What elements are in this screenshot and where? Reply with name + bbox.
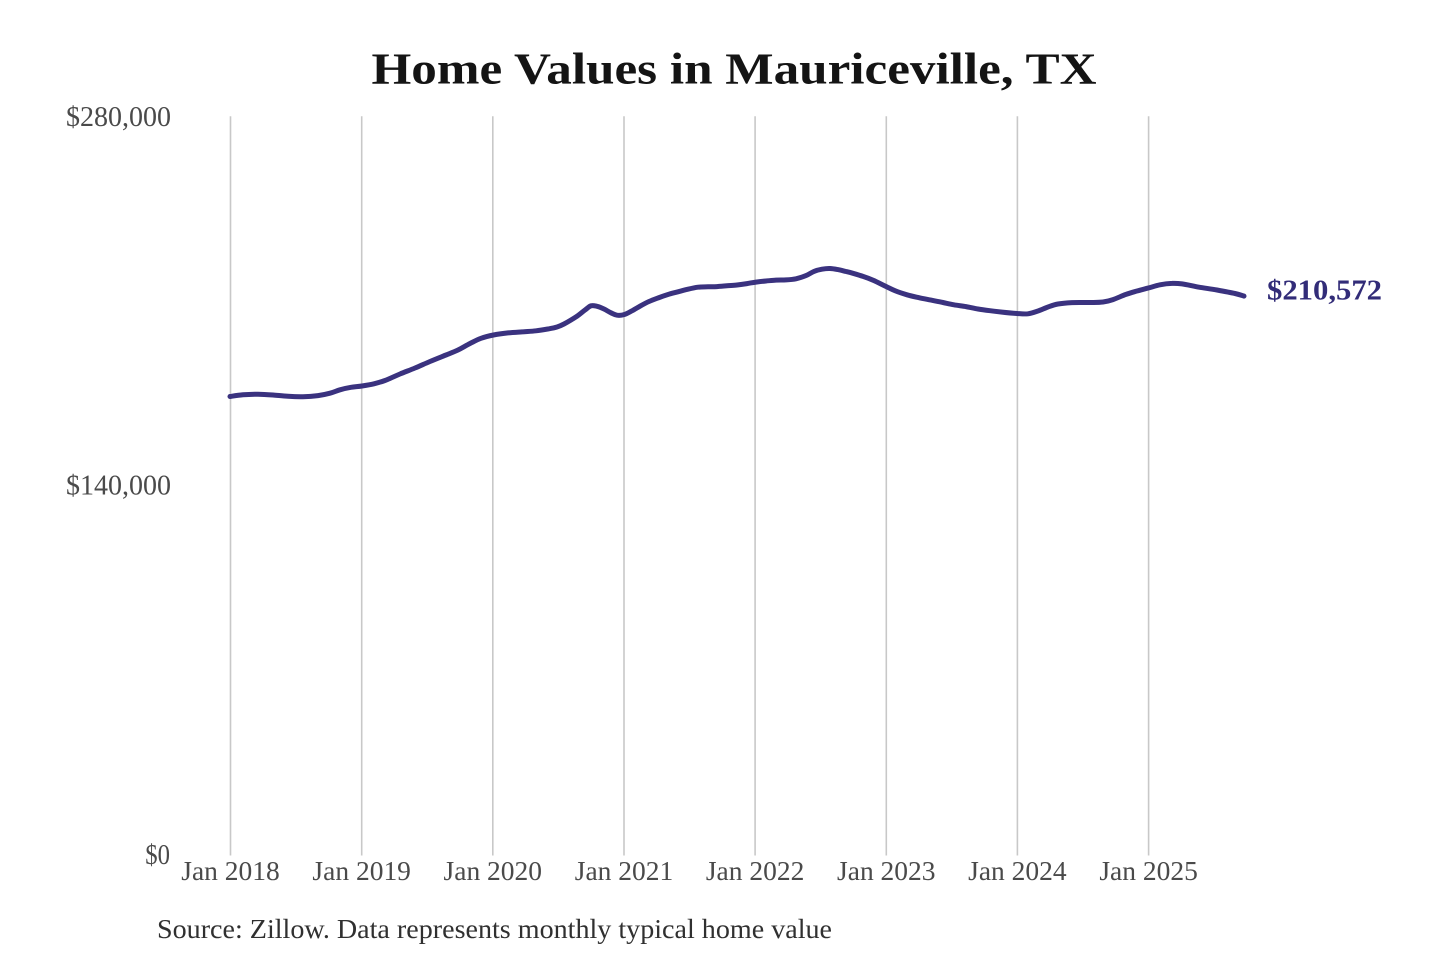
svg-text:Jan 2021: Jan 2021 [575, 856, 674, 886]
svg-text:Jan 2022: Jan 2022 [706, 856, 805, 886]
svg-text:Jan 2019: Jan 2019 [312, 856, 411, 886]
svg-text:Home Values in Mauriceville, T: Home Values in Mauriceville, TX [372, 45, 1097, 94]
svg-text:Jan 2025: Jan 2025 [1099, 856, 1198, 886]
svg-text:Jan 2020: Jan 2020 [444, 856, 543, 886]
svg-text:$140,000: $140,000 [66, 470, 171, 501]
svg-text:Source: Zillow. Data represent: Source: Zillow. Data represents monthly … [157, 913, 832, 944]
svg-text:$210,572: $210,572 [1267, 275, 1382, 307]
svg-text:Jan 2018: Jan 2018 [181, 856, 280, 886]
svg-text:Jan 2023: Jan 2023 [837, 856, 936, 886]
svg-text:$280,000: $280,000 [66, 102, 171, 133]
svg-text:Jan 2024: Jan 2024 [968, 856, 1067, 886]
svg-text:$0: $0 [145, 840, 170, 871]
